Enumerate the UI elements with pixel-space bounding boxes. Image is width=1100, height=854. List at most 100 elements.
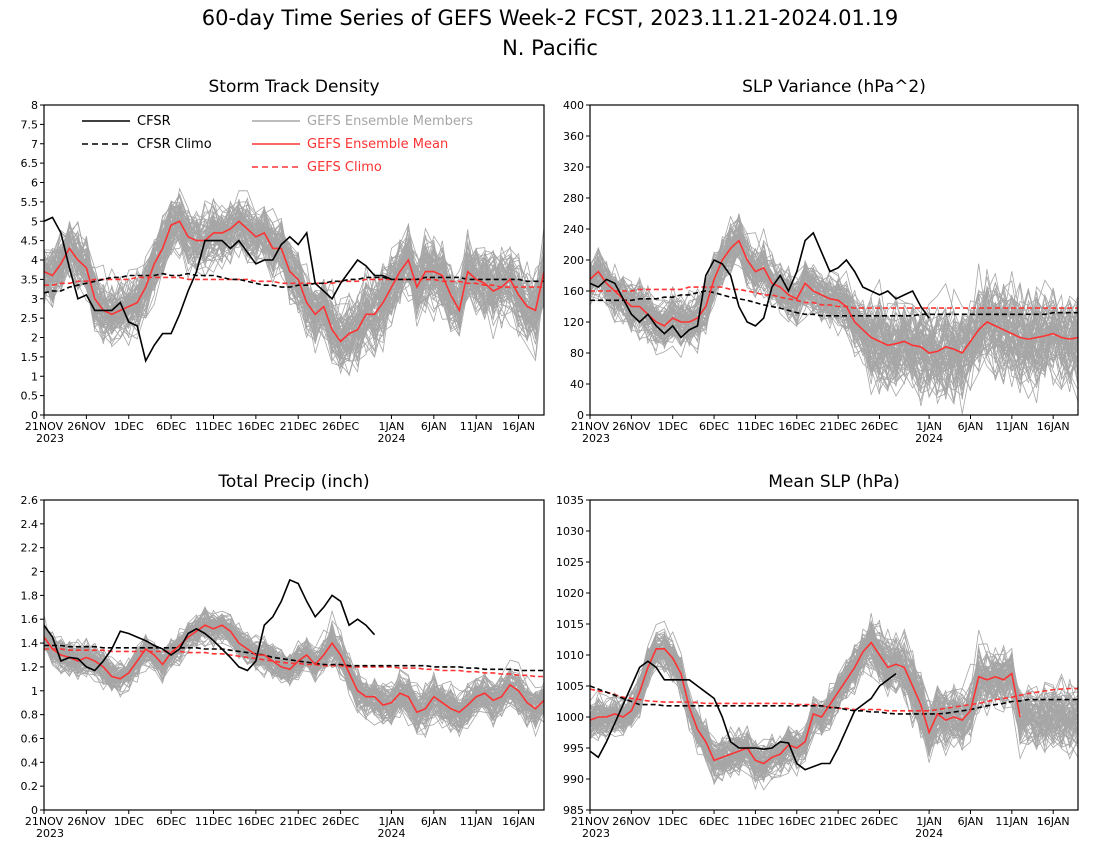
x-tick-label: 26NOV bbox=[67, 815, 106, 828]
x-tick-label: 6JAN bbox=[421, 420, 447, 433]
x-tick-label: 26DEC bbox=[322, 815, 359, 828]
y-tick-label: 1 bbox=[31, 370, 38, 383]
ensemble-member-line bbox=[590, 237, 1078, 405]
figure-subtitle: N. Pacific bbox=[502, 36, 598, 60]
x-tick-label: 6DEC bbox=[156, 815, 186, 828]
y-tick-label: 3.5 bbox=[21, 273, 39, 286]
x-tick-label: 6DEC bbox=[699, 815, 729, 828]
y-tick-label: 1005 bbox=[556, 680, 584, 693]
y-tick-label: 0.2 bbox=[21, 780, 39, 793]
cfsr-climo-line bbox=[590, 290, 1078, 317]
panel-title: Mean SLP (hPa) bbox=[768, 472, 900, 492]
panel-mean-slp: Mean SLP (hPa) 985 990 995 1000 1005 1010 1015… bbox=[556, 472, 1079, 840]
x-tick-label: 21NOV bbox=[571, 420, 610, 433]
y-tick-label: 1.5 bbox=[21, 351, 39, 364]
y-tick-label: 0 bbox=[577, 409, 584, 422]
ensemble-member-line bbox=[590, 243, 1078, 391]
x-tick-label: 11DEC bbox=[737, 815, 774, 828]
y-tick-label: 7 bbox=[31, 138, 38, 151]
ensemble-member-line bbox=[44, 624, 544, 713]
legend-label-members: GEFS Ensemble Members bbox=[307, 114, 473, 129]
y-tick-label: 995 bbox=[563, 742, 584, 755]
gefs-mean-line bbox=[590, 239, 1078, 355]
y-tick-label: 5.5 bbox=[21, 196, 39, 209]
x-tick-label: 1JAN bbox=[916, 815, 942, 828]
ensemble-member-line bbox=[44, 200, 544, 362]
y-tick-label: 990 bbox=[563, 773, 584, 786]
x-tick-label: 21NOV bbox=[25, 815, 64, 828]
legend-label-cfsr: CFSR bbox=[137, 114, 171, 129]
y-tick-label: 0.5 bbox=[21, 390, 39, 403]
y-tick-label: 1.6 bbox=[21, 613, 39, 626]
ensemble-member-line bbox=[590, 630, 1078, 772]
cfsr-line bbox=[590, 231, 930, 339]
x-tick-label: 26NOV bbox=[612, 815, 651, 828]
ensemble-member-line bbox=[44, 610, 544, 726]
x-tick-label: 26DEC bbox=[861, 815, 898, 828]
x-tick-label: 16DEC bbox=[237, 420, 274, 433]
y-tick-label: 6 bbox=[31, 177, 38, 190]
year-label: 2024 bbox=[377, 432, 405, 445]
y-tick-label: 1 bbox=[31, 685, 38, 698]
y-tick-label: 5 bbox=[31, 215, 38, 228]
ensemble-member-line bbox=[44, 224, 544, 340]
y-tick-label: 2.5 bbox=[21, 312, 39, 325]
ensemble-member-line bbox=[590, 241, 1078, 390]
y-tick-label: 240 bbox=[563, 223, 584, 236]
x-tick-label: 21DEC bbox=[280, 815, 317, 828]
x-tick-label: 11JAN bbox=[460, 815, 493, 828]
x-tick-label: 1DEC bbox=[658, 420, 688, 433]
panel-storm-track-density: Storm Track Density 0 0.5 1 1.5 2 2.5 3 3.5 4 4.5… bbox=[21, 77, 545, 445]
x-tick-label: 1JAN bbox=[379, 815, 405, 828]
ensemble-member-line bbox=[590, 625, 1078, 765]
ensemble-member-line bbox=[44, 200, 544, 362]
ensemble-member-line bbox=[44, 195, 544, 361]
x-tick-label: 21DEC bbox=[280, 420, 317, 433]
x-tick-label: 26DEC bbox=[322, 420, 359, 433]
y-tick-label: 4.5 bbox=[21, 235, 39, 248]
y-tick-label: 2 bbox=[31, 332, 38, 345]
y-tick-label: 1010 bbox=[556, 649, 584, 662]
panel-total-precip: Total Precip (inch) 0 0.2 0.4 0.6 0.8 1 1.2 1.4… bbox=[21, 472, 545, 840]
panel-title: Total Precip (inch) bbox=[217, 472, 369, 492]
gefs-climo-line bbox=[590, 687, 1078, 712]
cfsr-climo-line bbox=[590, 685, 1078, 715]
y-tick-label: 40 bbox=[570, 378, 584, 391]
gefs-climo-line bbox=[44, 276, 544, 288]
x-tick-label: 11DEC bbox=[195, 815, 232, 828]
gefs-climo-line bbox=[44, 648, 544, 678]
x-tick-label: 26NOV bbox=[67, 420, 106, 433]
ensemble-member-line bbox=[44, 193, 544, 377]
ensemble-members bbox=[590, 613, 1078, 791]
x-tick-label: 26NOV bbox=[612, 420, 651, 433]
ensemble-member-line bbox=[590, 227, 1078, 391]
y-tick-label: 0.4 bbox=[21, 756, 39, 769]
year-label: 2023 bbox=[36, 432, 64, 445]
figure-title: 60-day Time Series of GEFS Week-2 FCST, … bbox=[202, 6, 899, 30]
x-tick-label: 16JAN bbox=[1037, 815, 1070, 828]
y-tick-label: 1.4 bbox=[21, 637, 39, 650]
y-tick-label: 1.8 bbox=[21, 589, 39, 602]
y-tick-label: 2.6 bbox=[21, 494, 39, 507]
ensemble-member-line bbox=[44, 615, 544, 727]
x-tick-label: 6DEC bbox=[156, 420, 186, 433]
x-tick-label: 16DEC bbox=[778, 815, 815, 828]
x-tick-label: 1DEC bbox=[114, 420, 144, 433]
cfsr-line bbox=[44, 216, 392, 363]
cfsr-line bbox=[44, 578, 376, 672]
y-tick-label: 2.4 bbox=[21, 518, 39, 531]
x-tick-label: 1DEC bbox=[658, 815, 688, 828]
panel-slp-variance: SLP Variance (hPa^2) 0 40 80 120 160 200 240 28… bbox=[563, 77, 1079, 445]
ensemble-member-line bbox=[590, 219, 1078, 384]
y-tick-label: 120 bbox=[563, 316, 584, 329]
y-tick-label: 8 bbox=[31, 99, 38, 112]
x-tick-label: 11JAN bbox=[460, 420, 493, 433]
legend-label-mean: GEFS Ensemble Mean bbox=[307, 137, 448, 152]
legend-label-cfsr-climo: CFSR Climo bbox=[137, 137, 212, 152]
x-tick-label: 6JAN bbox=[958, 815, 984, 828]
y-tick-label: 4 bbox=[31, 254, 38, 267]
x-tick-label: 1DEC bbox=[114, 815, 144, 828]
ensemble-members bbox=[590, 213, 1078, 415]
ensemble-member-line bbox=[44, 620, 544, 729]
